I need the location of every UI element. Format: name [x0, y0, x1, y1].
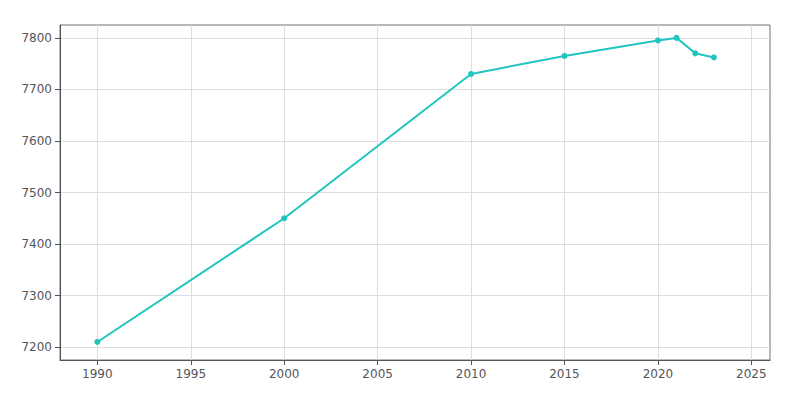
svg-text:1990: 1990 — [82, 367, 113, 381]
svg-text:7800: 7800 — [21, 31, 52, 45]
svg-text:2000: 2000 — [269, 367, 300, 381]
svg-text:2025: 2025 — [736, 367, 767, 381]
svg-text:2015: 2015 — [549, 367, 580, 381]
svg-text:7500: 7500 — [21, 186, 52, 200]
svg-text:2010: 2010 — [456, 367, 487, 381]
svg-text:7200: 7200 — [21, 340, 52, 354]
svg-text:7300: 7300 — [21, 289, 52, 303]
svg-text:2020: 2020 — [643, 367, 674, 381]
svg-text:7400: 7400 — [21, 237, 52, 251]
svg-text:7600: 7600 — [21, 134, 52, 148]
svg-text:7700: 7700 — [21, 82, 52, 96]
svg-text:2005: 2005 — [362, 367, 393, 381]
svg-text:1995: 1995 — [176, 367, 207, 381]
